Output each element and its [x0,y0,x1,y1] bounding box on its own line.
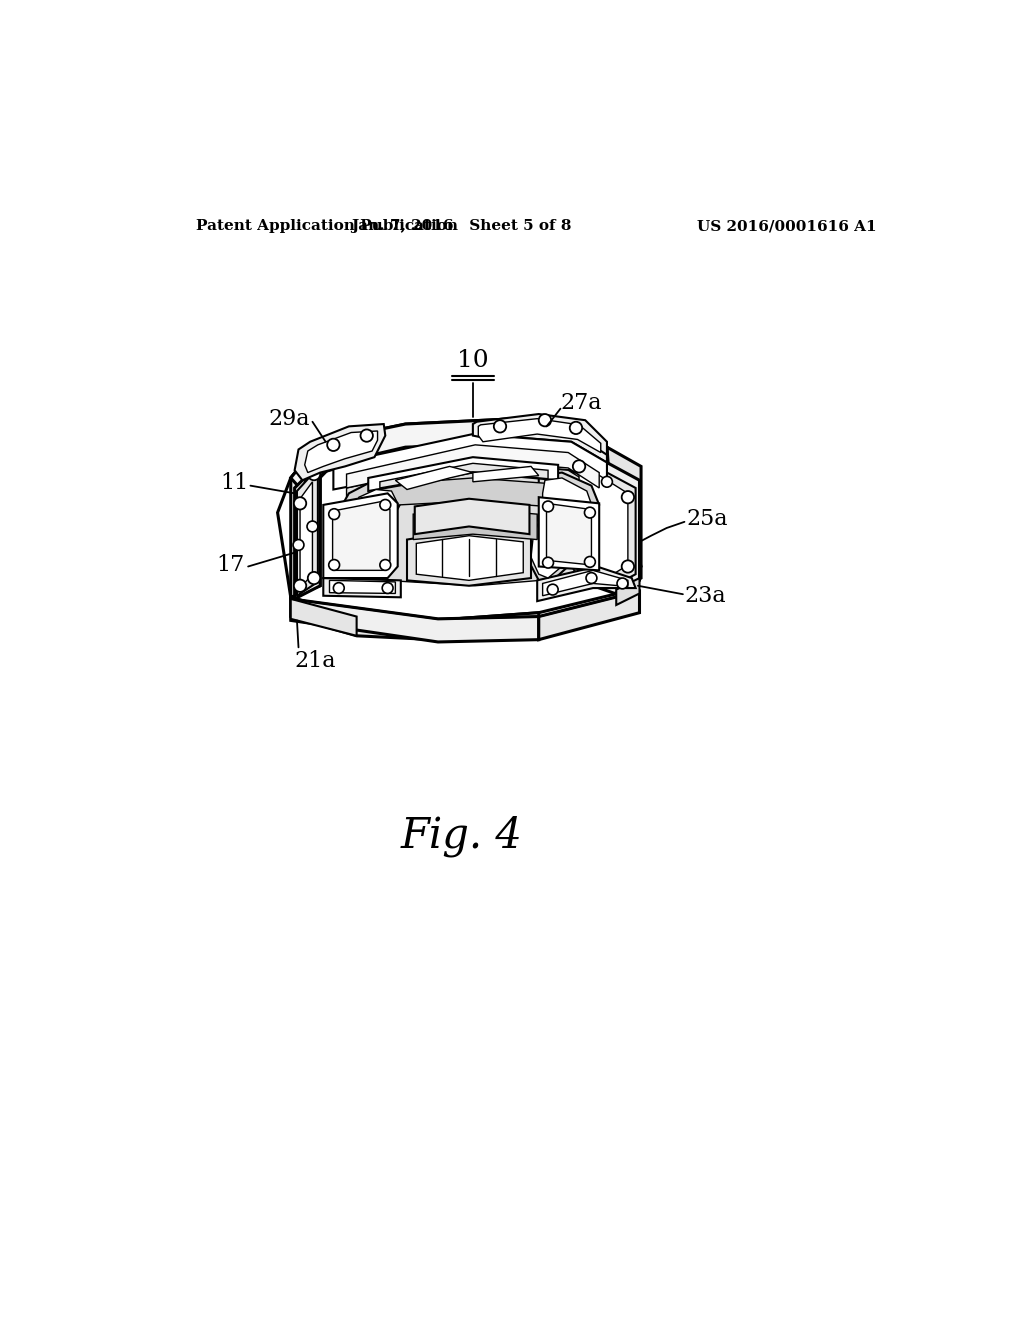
Circle shape [572,560,586,573]
Circle shape [307,521,317,532]
Circle shape [494,420,506,433]
Circle shape [547,585,558,595]
Polygon shape [324,578,400,597]
Circle shape [382,582,393,594]
Polygon shape [547,503,592,565]
Circle shape [617,578,628,589]
Circle shape [586,573,597,583]
Polygon shape [330,581,395,594]
Circle shape [334,582,344,594]
Polygon shape [324,494,397,578]
Polygon shape [295,462,321,599]
Polygon shape [305,429,380,494]
Text: 17: 17 [216,554,245,576]
Polygon shape [380,463,548,488]
Polygon shape [538,566,636,601]
Polygon shape [334,434,607,490]
Polygon shape [297,469,317,595]
Polygon shape [579,462,628,578]
Polygon shape [573,453,636,589]
Polygon shape [333,502,390,570]
Polygon shape [571,442,640,594]
Circle shape [294,498,306,510]
Circle shape [543,502,554,512]
Circle shape [331,450,341,461]
Polygon shape [291,418,607,494]
Polygon shape [395,466,473,490]
Circle shape [362,441,374,451]
Polygon shape [336,482,407,581]
Circle shape [585,557,595,568]
Polygon shape [305,430,378,473]
Text: 27a: 27a [560,392,602,414]
Circle shape [293,540,304,550]
Circle shape [294,579,306,591]
Circle shape [360,429,373,442]
Polygon shape [369,457,558,491]
Polygon shape [607,447,641,594]
Polygon shape [539,591,640,640]
Polygon shape [300,482,312,589]
Circle shape [380,560,391,570]
Circle shape [329,508,340,520]
Polygon shape [291,442,321,597]
Polygon shape [414,508,538,540]
Text: 25a: 25a [686,508,727,529]
Text: 29a: 29a [268,408,310,430]
Circle shape [380,499,391,511]
Circle shape [328,438,340,451]
Circle shape [585,507,595,517]
Circle shape [622,491,634,503]
Polygon shape [278,418,641,620]
Circle shape [308,469,321,480]
Text: 11: 11 [220,473,248,495]
Polygon shape [539,498,599,570]
Circle shape [569,422,583,434]
Polygon shape [543,570,628,595]
Text: Jan. 7, 2016   Sheet 5 of 8: Jan. 7, 2016 Sheet 5 of 8 [351,219,571,234]
Polygon shape [480,418,607,462]
Polygon shape [346,445,599,488]
Text: Fig. 4: Fig. 4 [400,814,522,857]
Polygon shape [616,578,640,605]
Circle shape [543,557,554,568]
Text: US 2016/0001616 A1: US 2016/0001616 A1 [697,219,877,234]
Polygon shape [295,424,385,480]
Circle shape [329,560,340,570]
Polygon shape [407,529,531,586]
Polygon shape [531,478,593,578]
Polygon shape [473,466,539,482]
Circle shape [560,426,571,437]
Circle shape [622,560,634,573]
Polygon shape [415,499,529,535]
Circle shape [539,414,551,426]
Polygon shape [346,462,599,586]
Circle shape [601,477,612,487]
Text: 23a: 23a [684,585,726,607]
Polygon shape [291,599,356,636]
Polygon shape [529,473,599,581]
Text: 10: 10 [457,350,488,372]
Polygon shape [369,478,558,515]
Polygon shape [417,536,523,581]
Polygon shape [478,418,601,453]
Circle shape [308,572,321,585]
Text: Patent Application Publication: Patent Application Publication [197,219,458,234]
Polygon shape [291,597,539,640]
Polygon shape [349,490,397,573]
Text: 21a: 21a [295,649,336,672]
Circle shape [601,573,612,583]
Polygon shape [291,599,539,642]
Circle shape [524,421,535,432]
Polygon shape [473,414,607,455]
Circle shape [572,461,586,473]
